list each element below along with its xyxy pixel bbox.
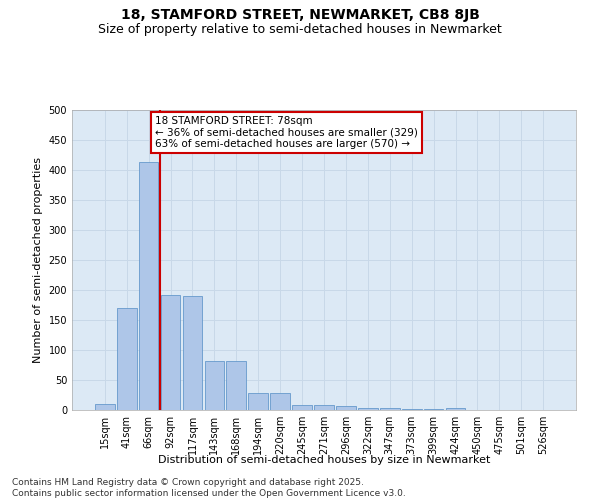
Bar [314, 404, 334, 410]
Bar [139, 162, 158, 410]
Text: 18 STAMFORD STREET: 78sqm
← 36% of semi-detached houses are smaller (329)
63% of: 18 STAMFORD STREET: 78sqm ← 36% of semi-… [155, 116, 418, 149]
Bar [336, 406, 356, 410]
Bar [182, 296, 202, 410]
Bar [205, 361, 224, 410]
Bar [226, 361, 246, 410]
Bar [424, 409, 443, 410]
Bar [117, 308, 137, 410]
Text: Size of property relative to semi-detached houses in Newmarket: Size of property relative to semi-detach… [98, 22, 502, 36]
Bar [270, 392, 290, 410]
Bar [161, 295, 181, 410]
Bar [380, 408, 400, 410]
Bar [402, 409, 422, 410]
Bar [248, 392, 268, 410]
Bar [292, 404, 312, 410]
Text: Contains HM Land Registry data © Crown copyright and database right 2025.
Contai: Contains HM Land Registry data © Crown c… [12, 478, 406, 498]
Text: Distribution of semi-detached houses by size in Newmarket: Distribution of semi-detached houses by … [158, 455, 490, 465]
Bar [95, 404, 115, 410]
Bar [446, 408, 466, 410]
Text: 18, STAMFORD STREET, NEWMARKET, CB8 8JB: 18, STAMFORD STREET, NEWMARKET, CB8 8JB [121, 8, 479, 22]
Y-axis label: Number of semi-detached properties: Number of semi-detached properties [33, 157, 43, 363]
Bar [358, 408, 378, 410]
